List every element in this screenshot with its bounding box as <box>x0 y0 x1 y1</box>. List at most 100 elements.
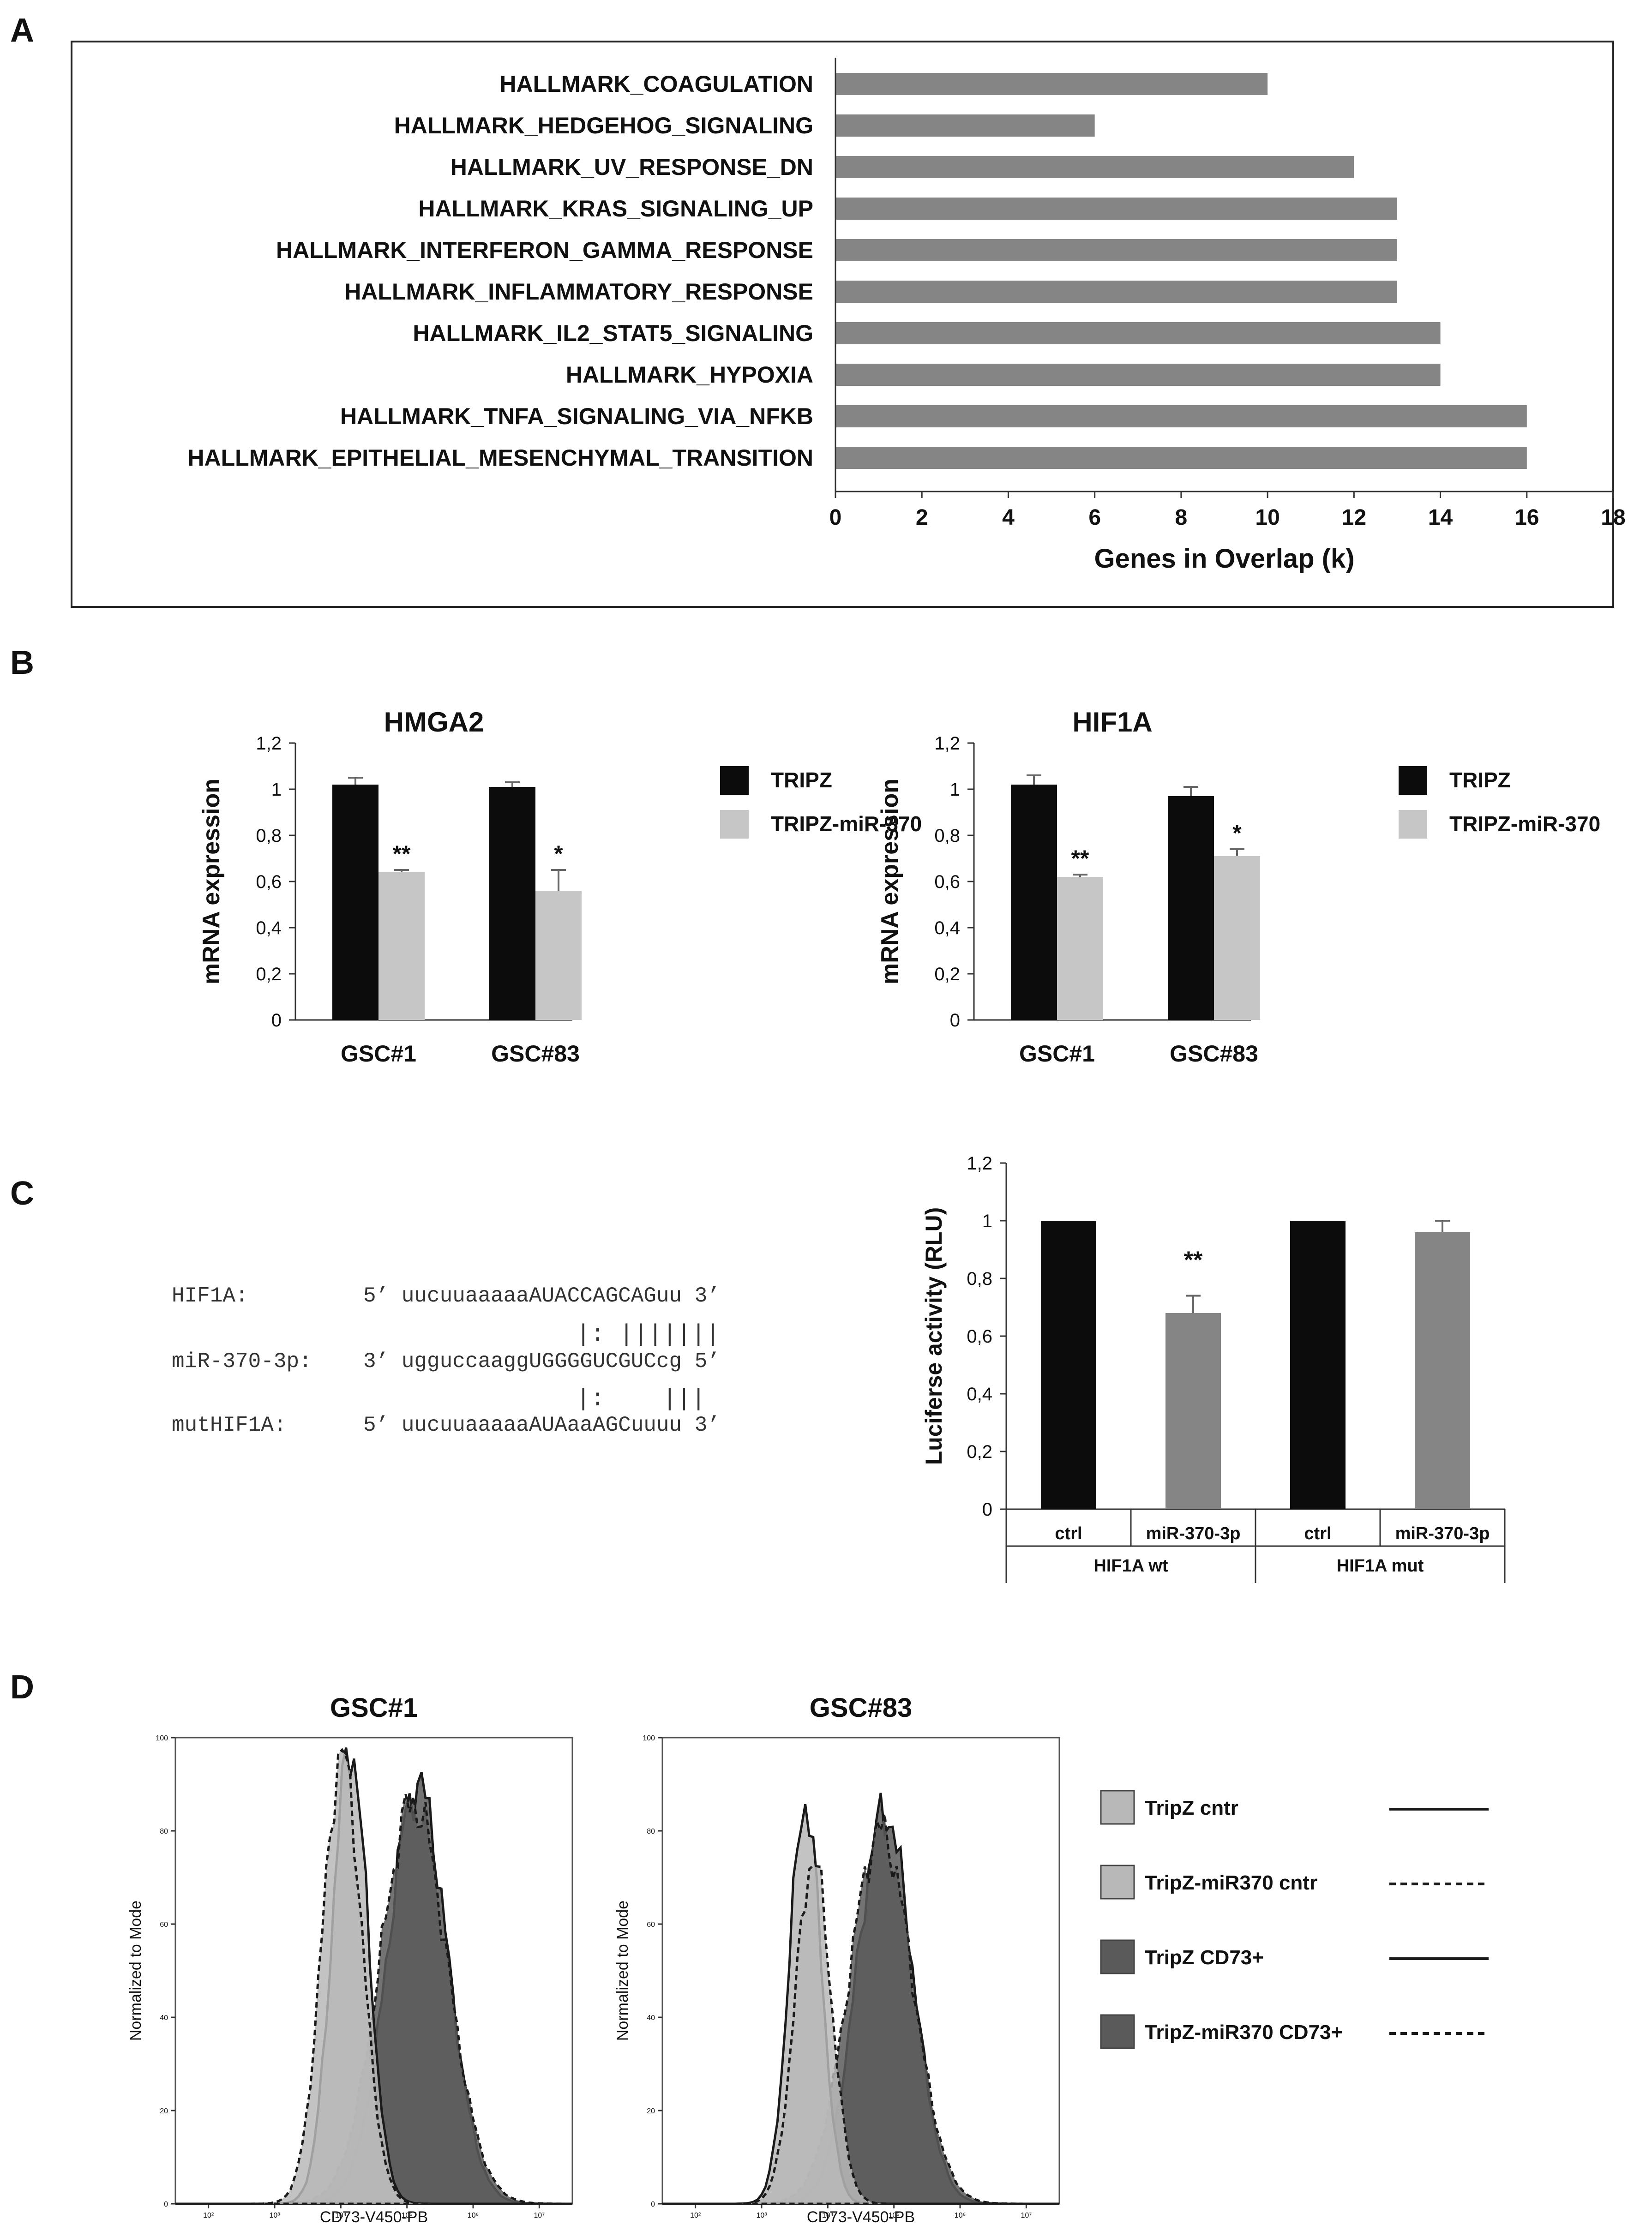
significance-mark: * <box>554 841 563 867</box>
x-tick-label: 8 <box>1175 505 1188 530</box>
bar-hallmark_epithelial_mesenchymal_transition <box>835 447 1527 469</box>
significance-mark: ** <box>1071 846 1089 871</box>
bar-tripz <box>332 785 378 1020</box>
group-label: HIF1A wt <box>1093 1556 1168 1576</box>
y-axis-title: Luciferse activity (RLU) <box>921 1207 947 1465</box>
y-tick-label: 0 <box>651 2201 655 2208</box>
y-tick-label: 0,2 <box>256 964 282 984</box>
category-label: HALLMARK_EPITHELIAL_MESENCHYMAL_TRANSITI… <box>187 445 813 471</box>
y-tick-label: 1,2 <box>967 1153 992 1174</box>
category-label: HALLMARK_HEDGEHOG_SIGNALING <box>394 113 813 138</box>
y-tick-label: 0,2 <box>967 1442 992 1462</box>
legend-swatch <box>1399 766 1427 795</box>
y-tick-label: 0,6 <box>934 872 960 892</box>
x-tick-label: 10⁶ <box>955 2212 966 2219</box>
panel-b-hif1a-chart: HIF1A 0 0,2 0,4 0,6 0,8 1 1,2 mRNA expression ** G… <box>877 707 1600 1067</box>
category-label: ctrl <box>1304 1524 1331 1543</box>
panel-label-c: C <box>10 1175 34 1212</box>
x-tick-label: 10⁷ <box>534 2212 545 2219</box>
x-tick-label: 4 <box>1002 505 1015 530</box>
x-tick-label: 16 <box>1514 505 1539 530</box>
x-tick-label: 10 <box>1255 505 1280 530</box>
x-tick-label: 10³ <box>756 2212 767 2219</box>
seq-hif1a: 5’ uucuuaaaaaAUACCAGCAGuu 3’ <box>363 1284 720 1308</box>
panel-d-flow-histograms: GSC#1 0 20 40 60 80 100 10² 10³ 10⁴ 10⁵ 10⁶ 10⁷ CD73-… <box>127 1693 1489 2225</box>
y-axis-title: mRNA expression <box>877 779 903 984</box>
legend-label: TRIPZ-miR-370 <box>1449 812 1600 836</box>
y-tick-label: 0,6 <box>967 1326 992 1347</box>
y-tick-label: 40 <box>160 2014 168 2022</box>
y-tick-label: 0,4 <box>256 918 282 938</box>
category-label: HALLMARK_IL2_STAT5_SIGNALING <box>413 320 813 346</box>
bar-hallmark_kras_signaling_up <box>835 198 1397 220</box>
x-tick-label: 10⁵ <box>401 2212 412 2219</box>
category-label: HALLMARK_INTERFERON_GAMMA_RESPONSE <box>276 237 813 263</box>
category-label: HALLMARK_UV_RESPONSE_DN <box>451 154 813 180</box>
x-tick-label: 14 <box>1428 505 1453 530</box>
legend-swatch <box>1399 810 1427 839</box>
x-axis-title: Genes in Overlap (k) <box>1094 544 1354 574</box>
y-tick-label: 0,4 <box>934 918 960 938</box>
x-tick-label: 10² <box>203 2212 214 2219</box>
seq-muthif1a: 5’ uucuuaaaaaAUAaaAGCuuuu 3’ <box>363 1413 720 1437</box>
category-label: ctrl <box>1055 1524 1082 1543</box>
panel-label-a: A <box>10 12 34 49</box>
bar-tripz-mir-370 <box>1057 877 1103 1020</box>
seq-name-muthif1a: mutHIF1A: <box>172 1413 286 1437</box>
y-tick-label: 0,6 <box>256 872 282 892</box>
x-tick-label: 10⁵ <box>888 2212 899 2219</box>
chart-title: HMGA2 <box>384 707 484 738</box>
seq-name-mir370: miR-370-3p: <box>172 1349 312 1373</box>
bar-hallmark_il2_stat5_signaling <box>835 322 1441 344</box>
y-tick-label: 0,8 <box>934 826 960 846</box>
histogram-title: GSC#83 <box>810 1693 912 1723</box>
legend-swatch <box>1100 1939 1135 1974</box>
histogram-tripz-mir370-cd73 <box>662 1813 1059 2205</box>
y-tick-label: 100 <box>156 1734 168 1742</box>
bar-ctrl <box>1290 1221 1346 1509</box>
x-tick-label: 10⁴ <box>822 2212 834 2219</box>
category-label: HALLMARK_TNFA_SIGNALING_VIA_NFKB <box>340 403 813 429</box>
y-tick-label: 0 <box>950 1010 960 1031</box>
y-tick-label: 80 <box>647 1828 655 1835</box>
y-tick-label: 0,2 <box>934 964 960 984</box>
category-label: miR-370-3p <box>1146 1524 1241 1543</box>
histogram-tripz-mir370-cntr <box>175 1748 572 2205</box>
seq-name-hif1a: HIF1A: <box>172 1284 248 1308</box>
panel-label-d: D <box>10 1669 34 1706</box>
legend-swatch <box>1100 2014 1135 2049</box>
x-tick-label: 10⁶ <box>468 2212 479 2219</box>
bar-tripz-mir-370 <box>378 872 425 1020</box>
histogram-title: GSC#1 <box>330 1693 418 1723</box>
y-axis-title: mRNA expression <box>198 779 225 984</box>
y-tick-label: 0 <box>164 2201 168 2208</box>
bar-hallmark_interferon_gamma_response <box>835 239 1397 261</box>
legend-swatch <box>1100 1790 1135 1825</box>
bar-ctrl <box>1041 1221 1096 1509</box>
bar-hallmark_uv_response_dn <box>835 156 1354 178</box>
x-tick-label: 12 <box>1342 505 1366 530</box>
seq-pairs-top: |: ||||||| <box>576 1321 720 1348</box>
y-tick-label: 0 <box>982 1499 992 1520</box>
x-tick-label: 0 <box>829 505 842 530</box>
legend-label: TripZ CD73+ <box>1145 1946 1264 1969</box>
bar-mir-370-3p <box>1165 1313 1221 1509</box>
x-tick-label: 2 <box>916 505 928 530</box>
legend-swatch <box>1100 1865 1135 1900</box>
y-tick-label: 60 <box>160 1921 168 1929</box>
bar-tripz <box>1168 796 1214 1020</box>
y-tick-label: 1 <box>950 780 960 800</box>
y-tick-label: 1,2 <box>934 733 960 754</box>
panel-label-b: B <box>10 644 34 681</box>
group-label: HIF1A mut <box>1337 1556 1424 1576</box>
category-label: HALLMARK_INFLAMMATORY_RESPONSE <box>344 279 813 305</box>
significance-mark: * <box>1232 820 1242 846</box>
legend-swatch <box>720 810 749 839</box>
legend-label: TripZ-miR370 cntr <box>1145 1871 1317 1894</box>
x-tick-label: 10³ <box>269 2212 280 2219</box>
category-label: HALLMARK_KRAS_SIGNALING_UP <box>418 196 813 222</box>
seq-pairs-bottom: |: ||| <box>576 1385 706 1413</box>
panel-a-frame <box>71 41 1614 608</box>
bar-tripz-mir-370 <box>535 891 582 1020</box>
